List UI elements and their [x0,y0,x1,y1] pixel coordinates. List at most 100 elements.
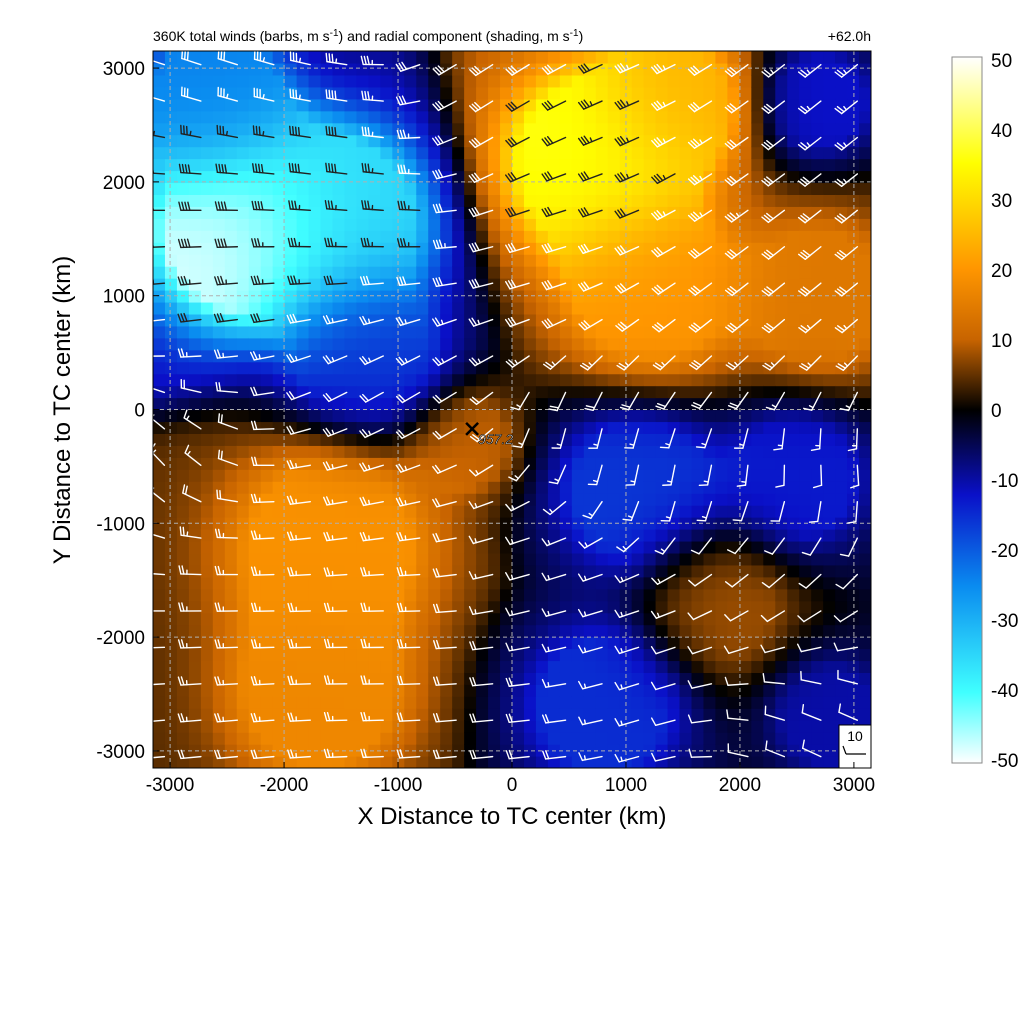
shading-cell [296,242,310,255]
shading-cell [368,636,381,650]
shading-cell [787,457,800,470]
shading-cell [583,290,597,303]
shading-cell [655,481,669,494]
shading-cell [440,529,453,542]
shading-cell [272,134,286,148]
shading-cell [308,230,322,243]
shading-cell [188,636,202,650]
shading-cell [236,481,250,494]
shading-cell [703,732,717,745]
shading-cell [715,540,728,554]
shading-cell [703,529,717,542]
shading-cell [715,182,728,195]
wind-barb [761,173,786,187]
shading-cell [571,469,585,482]
shading-cell [751,588,764,602]
shading-cell [224,744,238,757]
shading-cell [847,684,860,697]
shading-cell [380,421,393,434]
wind-barb [541,643,567,653]
shading-cell [344,540,358,554]
shading-cell [356,349,369,363]
shading-cell [224,636,238,650]
shading-cell [739,62,752,76]
shading-cell [607,552,621,566]
shading-cell [164,385,178,399]
shading-cell [212,170,226,184]
shading-cell [619,182,633,195]
shading-cell [583,493,597,506]
shading-cell [284,552,298,566]
shading-cell [859,600,871,614]
shading-cell [392,612,405,626]
shading-cell [404,266,417,279]
shading-cell [344,469,358,482]
shading-cell [153,720,166,733]
shading-cell [512,564,525,578]
shading-cell [823,278,836,291]
shading-cell [296,158,310,172]
wind-barb [578,63,603,74]
shading-cell [272,110,286,124]
shading-cell [296,290,310,303]
shading-cell [296,744,310,757]
shading-cell [763,409,776,423]
shading-cell [631,756,645,768]
shading-cell [176,218,190,231]
shading-cell [835,242,848,255]
shading-cell [224,182,238,195]
shading-cell [847,457,860,470]
wind-barb [541,318,567,329]
shading-cell [272,708,286,721]
shading-cell [835,301,848,315]
shading-cell [344,301,358,315]
shading-cell [236,457,250,470]
shading-cell [715,612,728,626]
shading-cell [344,122,358,136]
shading-cell [488,134,501,148]
shading-cell [571,290,585,303]
shading-cell [224,445,238,458]
shading-cell [368,122,381,136]
shading-cell [691,194,705,207]
shading-cell [679,158,693,172]
shading-cell [464,373,477,387]
shading-cell [595,397,609,411]
shading-cell [260,672,274,685]
wind-barb [834,100,859,115]
shading-cell [200,708,214,721]
shading-cell [523,170,537,184]
shading-cell [356,684,369,697]
shading-cell [272,313,286,327]
shading-cell [595,230,609,243]
shading-cell [404,732,417,745]
shading-cell [428,732,441,745]
shading-cell [859,290,871,303]
shading-cell [332,301,346,315]
shading-cell [727,457,740,470]
shading-cell [667,457,681,470]
shading-cell [859,564,871,578]
wind-barb [323,748,348,759]
shading-cell [164,493,178,506]
shading-cell [224,146,238,160]
shading-cell [607,74,621,88]
shading-cell [344,74,358,88]
shading-cell [296,612,310,626]
shading-cell [775,158,788,172]
shading-cell [224,230,238,243]
shading-cell [859,325,871,339]
shading-cell [296,146,310,160]
shading-cell [703,51,717,64]
shading-cell [739,576,752,590]
shading-cell [607,218,621,231]
shading-cell [488,636,501,650]
wind-barb [688,573,713,587]
shading-cell [200,206,214,219]
shading-cell [691,266,705,279]
wind-barb [432,169,457,180]
shading-cell [428,660,441,673]
shading-cell [679,636,693,650]
shading-cell [440,457,453,470]
wind-barb [322,391,348,403]
